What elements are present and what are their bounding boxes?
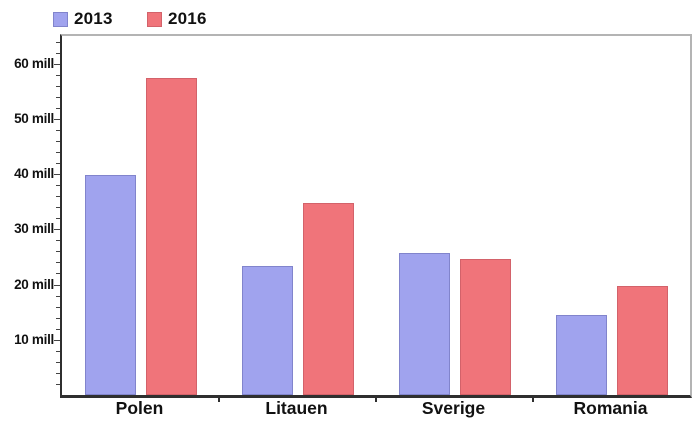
x-axis-tick [532, 398, 534, 402]
y-minor-tick [56, 97, 60, 98]
y-minor-tick [56, 163, 60, 164]
y-minor-tick [56, 130, 60, 131]
bar-2016-romania [617, 286, 668, 395]
y-minor-tick [56, 329, 60, 330]
x-axis-tick [218, 398, 220, 402]
y-minor-tick [56, 53, 60, 54]
y-major-tick [54, 174, 60, 175]
y-minor-tick [56, 42, 60, 43]
y-axis-label: 10 mill [14, 332, 54, 347]
bar-2013-litauen [242, 266, 293, 395]
bar-2016-litauen [303, 203, 354, 395]
y-minor-tick [56, 273, 60, 274]
y-minor-tick [56, 384, 60, 385]
bar-2013-sverige [399, 253, 450, 395]
y-minor-tick [56, 262, 60, 263]
bar-2016-sverige [460, 259, 511, 395]
y-minor-tick [56, 108, 60, 109]
y-major-tick [54, 340, 60, 341]
legend-swatch-2016 [147, 11, 162, 27]
bar-2016-polen [146, 78, 197, 395]
legend-label-2013: 2013 [74, 9, 113, 28]
category-label-polen: Polen [115, 398, 164, 418]
y-major-tick [54, 229, 60, 230]
y-major-tick [54, 119, 60, 120]
y-minor-tick [56, 196, 60, 197]
category-label-litauen: Litauen [265, 398, 328, 418]
y-minor-tick [56, 362, 60, 363]
category-label-romania: Romania [573, 398, 648, 418]
y-minor-tick [56, 307, 60, 308]
bar-2013-polen [85, 175, 136, 395]
y-axis-label: 60 mill [14, 56, 54, 71]
x-axis-tick [375, 398, 377, 402]
y-axis-label: 30 mill [14, 221, 54, 236]
legend-item-2013: 2013 [53, 9, 113, 29]
y-minor-tick [56, 75, 60, 76]
y-minor-tick [56, 185, 60, 186]
legend-swatch-2013 [53, 11, 68, 27]
y-axis-label: 40 mill [14, 166, 54, 181]
y-axis-label: 20 mill [14, 277, 54, 292]
y-minor-tick [56, 296, 60, 297]
y-axis-label: 50 mill [14, 111, 54, 126]
y-minor-tick [56, 318, 60, 319]
y-minor-tick [56, 240, 60, 241]
y-minor-tick [56, 141, 60, 142]
y-minor-tick [56, 251, 60, 252]
legend-item-2016: 2016 [147, 9, 207, 29]
y-major-tick [54, 64, 60, 65]
y-minor-tick [56, 152, 60, 153]
legend-label-2016: 2016 [168, 9, 207, 28]
y-minor-tick [56, 351, 60, 352]
plot-area [60, 34, 692, 398]
y-minor-tick [56, 218, 60, 219]
y-minor-tick [56, 86, 60, 87]
y-major-tick [54, 285, 60, 286]
y-minor-tick [56, 207, 60, 208]
bar-2013-romania [556, 315, 607, 395]
y-minor-tick [56, 373, 60, 374]
category-label-sverige: Sverige [421, 398, 486, 418]
